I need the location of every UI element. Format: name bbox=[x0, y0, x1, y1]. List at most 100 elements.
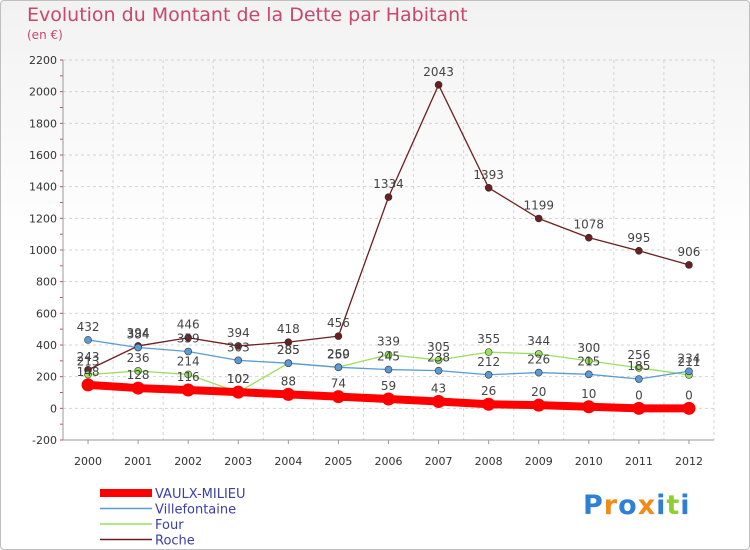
x-tick-label: 2005 bbox=[324, 455, 352, 468]
data-point bbox=[382, 392, 395, 406]
data-label: 43 bbox=[431, 382, 446, 396]
data-point bbox=[284, 359, 293, 368]
data-label: 10 bbox=[581, 387, 596, 401]
data-point bbox=[334, 363, 343, 372]
y-tick-label: 0 bbox=[50, 402, 57, 415]
data-label: 214 bbox=[177, 354, 200, 368]
data-label: 446 bbox=[177, 318, 200, 332]
data-point bbox=[635, 246, 643, 255]
data-label: 2043 bbox=[423, 65, 454, 79]
data-point bbox=[234, 356, 243, 365]
data-label: 285 bbox=[277, 343, 300, 357]
chart-data-labels: 148 128 116 102 88 74 59 43 26 20 10 0 0 432 384 359 303… bbox=[77, 65, 701, 402]
data-point bbox=[331, 390, 345, 404]
data-label: 234 bbox=[678, 351, 701, 365]
data-point bbox=[181, 383, 195, 397]
data-label: 305 bbox=[427, 340, 450, 354]
data-label: 456 bbox=[327, 316, 350, 330]
data-point bbox=[532, 398, 546, 412]
data-label: 260 bbox=[327, 347, 350, 361]
x-tick-label: 2009 bbox=[525, 455, 553, 468]
data-point bbox=[484, 370, 493, 379]
data-label: 226 bbox=[527, 353, 550, 367]
data-label: 355 bbox=[477, 332, 500, 346]
data-point bbox=[484, 348, 493, 356]
data-point bbox=[484, 183, 493, 192]
data-label: 259 bbox=[327, 347, 350, 361]
data-point bbox=[134, 367, 142, 375]
data-point bbox=[81, 378, 95, 392]
data-label: 20 bbox=[531, 385, 546, 399]
data-point bbox=[281, 387, 295, 401]
y-tick-label: 1600 bbox=[29, 149, 57, 162]
page-subtitle: (en €) bbox=[27, 28, 63, 42]
x-tick-label: 2001 bbox=[124, 455, 152, 468]
data-label: 359 bbox=[177, 331, 200, 345]
data-point bbox=[84, 370, 92, 379]
data-point bbox=[134, 343, 142, 352]
data-label: 88 bbox=[281, 374, 296, 388]
data-point bbox=[434, 366, 443, 375]
legend-label: Roche bbox=[155, 534, 195, 549]
x-tick-label: 2004 bbox=[274, 455, 302, 468]
data-label: 339 bbox=[377, 335, 400, 349]
data-point bbox=[632, 401, 646, 415]
data-point bbox=[685, 261, 693, 269]
legend-label: Villefontaine bbox=[155, 503, 236, 518]
y-tick-label: 1000 bbox=[29, 244, 57, 257]
data-point bbox=[131, 381, 145, 395]
data-label: 1078 bbox=[574, 218, 605, 232]
data-label: 116 bbox=[177, 370, 200, 384]
y-tick-label: 1800 bbox=[29, 117, 57, 130]
data-label: 26 bbox=[481, 384, 496, 398]
data-point bbox=[184, 333, 192, 342]
data-label: 128 bbox=[127, 368, 150, 382]
y-tick-label: 600 bbox=[36, 307, 57, 320]
data-label: 432 bbox=[77, 320, 100, 334]
data-label: 59 bbox=[381, 379, 396, 393]
data-point bbox=[482, 397, 496, 411]
x-tick-label: 2011 bbox=[625, 455, 653, 468]
data-label: 74 bbox=[331, 377, 346, 391]
data-point bbox=[234, 342, 243, 350]
data-label: 1334 bbox=[373, 177, 404, 191]
data-label: 384 bbox=[127, 328, 150, 342]
data-point bbox=[231, 385, 245, 399]
data-label: 211 bbox=[678, 355, 701, 369]
data-point bbox=[434, 81, 443, 89]
data-point bbox=[534, 368, 543, 377]
data-label: 1393 bbox=[473, 168, 504, 182]
x-tick-label: 2006 bbox=[375, 455, 403, 468]
data-label: 1199 bbox=[523, 198, 554, 212]
x-tick-label: 2003 bbox=[224, 455, 252, 468]
x-tick-label: 2010 bbox=[575, 455, 603, 468]
y-tick-label: 2200 bbox=[29, 54, 57, 67]
data-point bbox=[635, 375, 643, 383]
data-label: 215 bbox=[577, 354, 600, 368]
data-label: 394 bbox=[127, 326, 150, 340]
y-axis-ticks: -200 0 200 400 600 800 1000 1200 1400 1600 1800 200… bbox=[29, 54, 57, 447]
data-label: 102 bbox=[227, 372, 250, 386]
y-tick-label: 1200 bbox=[29, 212, 57, 225]
data-point bbox=[84, 336, 92, 344]
legend-label: VAULX-MILIEU bbox=[155, 487, 246, 502]
data-point bbox=[384, 365, 393, 374]
data-point bbox=[434, 356, 443, 364]
x-tick-label: 2002 bbox=[174, 455, 202, 468]
chart-axes bbox=[60, 59, 714, 444]
x-axis-ticks: 2000 2001 2002 2003 2004 2005 2006 2007 2008 2009… bbox=[74, 455, 703, 468]
data-point bbox=[432, 395, 446, 409]
x-tick-label: 2007 bbox=[425, 455, 453, 468]
data-point bbox=[384, 193, 393, 201]
data-label: 0 bbox=[685, 388, 693, 402]
data-label: 238 bbox=[427, 351, 450, 365]
data-label: 300 bbox=[577, 341, 600, 355]
data-label: 285 bbox=[277, 343, 300, 357]
data-point bbox=[284, 338, 293, 346]
legend-label: Four bbox=[155, 518, 184, 533]
data-point bbox=[334, 332, 343, 340]
proxiti-logo: Proxiti bbox=[583, 490, 691, 521]
data-point bbox=[184, 370, 192, 379]
